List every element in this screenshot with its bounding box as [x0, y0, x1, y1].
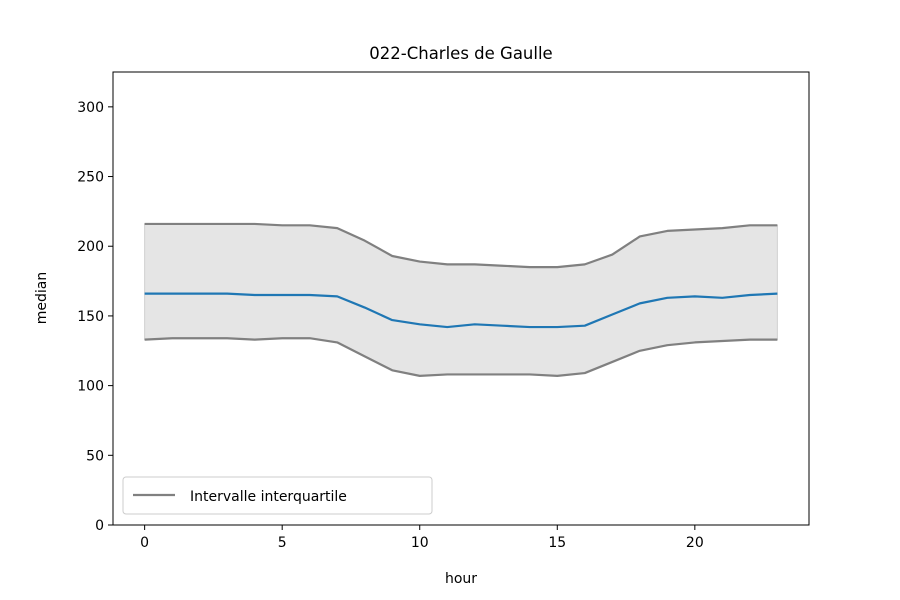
x-tick-label: 5: [278, 535, 287, 551]
x-tick-label: 15: [548, 535, 566, 551]
median-line: [144, 292, 778, 329]
legend-frame: [122, 476, 433, 515]
x-axis-ticks: 0 5 10 15 20: [140, 525, 704, 551]
y-axis-ticks: 0 50 100 150 200 250 300: [77, 100, 113, 534]
y-axis-label: median: [34, 272, 50, 324]
y-tick-label: 300: [77, 100, 104, 116]
y-tick-label: 150: [77, 309, 104, 325]
x-axis-label: hour: [445, 571, 477, 587]
y-tick-label: 250: [77, 170, 104, 186]
y-tick-label: 100: [77, 379, 104, 395]
x-tick-label: 20: [686, 535, 704, 551]
y-tick-label: 200: [77, 239, 104, 255]
x-tick-label: 10: [411, 535, 429, 551]
legend: Intervalle interquartile: [122, 476, 433, 515]
upper-quartile-line: [144, 222, 778, 269]
y-tick-label: 50: [86, 448, 104, 464]
axes-frame: [112, 71, 810, 526]
legend-label-interquartile: Intervalle interquartile: [190, 489, 347, 505]
x-tick-label: 0: [140, 535, 149, 551]
y-tick-label: 0: [95, 518, 104, 534]
lower-quartile-line: [144, 337, 778, 377]
chart-title: 022-Charles de Gaulle: [369, 44, 552, 63]
plot-area: [112, 71, 810, 526]
